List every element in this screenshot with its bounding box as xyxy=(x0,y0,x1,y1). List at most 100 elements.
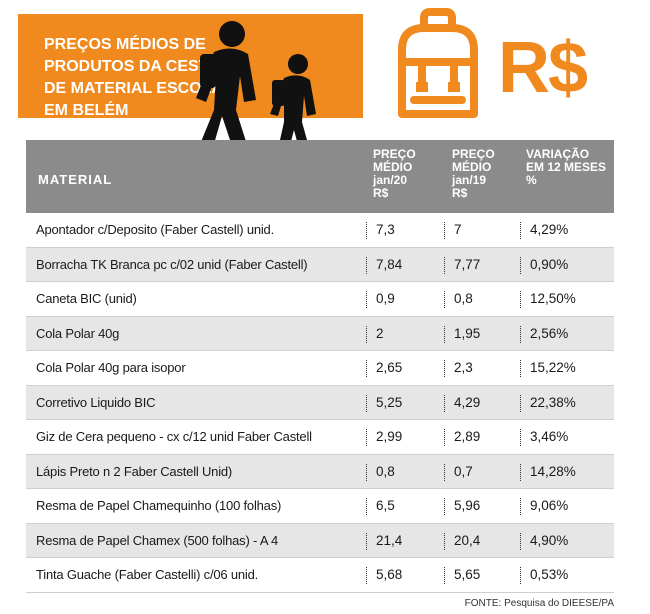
cell-material: Cola Polar 40g xyxy=(36,325,120,341)
cell-price-jan20: 21,4 xyxy=(376,532,403,548)
column-divider xyxy=(520,394,521,412)
cell-price-jan20: 5,25 xyxy=(376,394,403,410)
cell-material: Resma de Papel Chamequinho (100 folhas) xyxy=(36,498,282,513)
cell-material: Corretivo Liquido BIC xyxy=(36,394,156,410)
cell-price-jan19: 20,4 xyxy=(454,532,481,548)
cell-material: Tinta Guache (Faber Castelli) c/06 unid. xyxy=(36,567,259,582)
table-row: Caneta BIC (unid) 0,9 0,8 12,50% xyxy=(26,282,614,317)
cell-material: Caneta BIC (unid) xyxy=(36,291,137,306)
header-variation-line: % xyxy=(526,173,537,187)
table-body: Apontador c/Deposito (Faber Castell) uni… xyxy=(26,213,614,593)
backpack-icon xyxy=(398,8,478,118)
column-divider xyxy=(520,325,521,343)
header-price-jan20-line: PREÇO xyxy=(373,147,416,161)
header-price-jan19: PREÇO MÉDIO jan/19 R$ xyxy=(452,148,495,200)
header-price-jan20-line: MÉDIO xyxy=(373,160,413,174)
column-divider xyxy=(366,429,367,446)
cell-variation: 22,38% xyxy=(530,394,576,410)
cell-price-jan20: 6,5 xyxy=(376,498,395,513)
column-divider xyxy=(444,394,445,412)
cell-price-jan20: 2,99 xyxy=(376,429,403,444)
column-divider xyxy=(366,360,367,377)
column-divider xyxy=(444,532,445,550)
cell-price-jan19: 2,3 xyxy=(454,360,473,375)
table-row: Tinta Guache (Faber Castelli) c/06 unid.… xyxy=(26,558,614,593)
header-variation: VARIAÇÃO EM 12 MESES % xyxy=(526,148,606,187)
table-header: MATERIAL PREÇO MÉDIO jan/20 R$ PREÇO MÉD… xyxy=(26,140,614,213)
header-material: MATERIAL xyxy=(38,172,113,187)
cell-variation: 15,22% xyxy=(530,360,576,375)
header-variation-line: VARIAÇÃO xyxy=(526,147,590,161)
cell-variation: 2,56% xyxy=(530,325,569,341)
cell-price-jan20: 5,68 xyxy=(376,567,403,582)
cell-price-jan19: 7 xyxy=(454,222,462,237)
column-divider xyxy=(444,360,445,377)
column-divider xyxy=(366,291,367,308)
table-row: Apontador c/Deposito (Faber Castell) uni… xyxy=(26,213,614,248)
column-divider xyxy=(520,567,521,584)
cell-material: Borracha TK Branca pc c/02 unid (Faber C… xyxy=(36,256,308,272)
column-divider xyxy=(366,256,367,274)
table-row: Corretivo Liquido BIC 5,25 4,29 22,38% xyxy=(26,385,614,420)
header-price-jan19-line: MÉDIO xyxy=(452,160,492,174)
cell-price-jan19: 0,8 xyxy=(454,291,473,306)
cell-variation: 4,90% xyxy=(530,532,569,548)
cell-material: Giz de Cera pequeno - cx c/12 unid Faber… xyxy=(36,429,312,444)
table-row: Cola Polar 40g 2 1,95 2,56% xyxy=(26,316,614,351)
column-divider xyxy=(444,429,445,446)
cell-variation: 0,53% xyxy=(530,567,569,582)
column-divider xyxy=(444,222,445,239)
cell-material: Resma de Papel Chamex (500 folhas) - A 4 xyxy=(36,532,279,548)
header-price-jan20-line: jan/20 xyxy=(373,173,408,187)
column-divider xyxy=(444,498,445,515)
column-divider xyxy=(520,532,521,550)
column-divider xyxy=(366,532,367,550)
chart-title: PREÇOS MÉDIOS DE PRODUTOS DA CESTA DE MA… xyxy=(44,36,235,119)
table-row: Borracha TK Branca pc c/02 unid (Faber C… xyxy=(26,247,614,282)
column-divider xyxy=(520,360,521,377)
column-divider xyxy=(520,463,521,481)
table-row: Lápis Preto n 2 Faber Castell Unid) 0,8 0,… xyxy=(26,454,614,489)
cell-material: Cola Polar 40g para isopor xyxy=(36,360,186,375)
column-divider xyxy=(366,463,367,481)
cell-variation: 9,06% xyxy=(530,498,569,513)
header-price-jan19-line: jan/19 xyxy=(452,173,487,187)
price-table: MATERIAL PREÇO MÉDIO jan/20 R$ PREÇO MÉD… xyxy=(26,140,614,593)
cell-variation: 4,29% xyxy=(530,222,569,237)
column-divider xyxy=(520,222,521,239)
cell-price-jan19: 5,65 xyxy=(454,567,481,582)
column-divider xyxy=(444,567,445,584)
header-price-jan19-line: PREÇO xyxy=(452,147,495,161)
source-note: FONTE: Pesquisa do DIEESE/PA xyxy=(464,598,614,609)
cell-variation: 14,28% xyxy=(530,463,576,479)
cell-price-jan20: 2 xyxy=(376,325,384,341)
column-divider xyxy=(444,325,445,343)
column-divider xyxy=(520,291,521,308)
cell-price-jan19: 1,95 xyxy=(454,325,481,341)
cell-material: Lápis Preto n 2 Faber Castell Unid) xyxy=(36,463,233,479)
column-divider xyxy=(366,567,367,584)
table-row: Resma de Papel Chamex (500 folhas) - A 4… xyxy=(26,523,614,558)
cell-price-jan19: 5,96 xyxy=(454,498,481,513)
cell-price-jan20: 7,84 xyxy=(376,256,403,272)
column-divider xyxy=(444,291,445,308)
header-price-jan19-line: R$ xyxy=(452,186,468,200)
currency-symbol: R$ xyxy=(498,28,588,108)
cell-variation: 12,50% xyxy=(530,291,576,306)
cell-price-jan19: 2,89 xyxy=(454,429,481,444)
cell-price-jan20: 0,9 xyxy=(376,291,395,306)
column-divider xyxy=(520,498,521,515)
cell-price-jan19: 7,77 xyxy=(454,256,481,272)
header-price-jan20-line: R$ xyxy=(373,186,389,200)
header-variation-line: EM 12 MESES xyxy=(526,160,607,174)
cell-price-jan20: 0,8 xyxy=(376,463,395,479)
table-row: Cola Polar 40g para isopor 2,65 2,3 15,22% xyxy=(26,351,614,386)
column-divider xyxy=(366,325,367,343)
column-divider xyxy=(366,394,367,412)
table-row: Giz de Cera pequeno - cx c/12 unid Faber… xyxy=(26,420,614,455)
cell-price-jan20: 2,65 xyxy=(376,360,403,375)
column-divider xyxy=(444,256,445,274)
cell-variation: 0,90% xyxy=(530,256,569,272)
header-price-jan20: PREÇO MÉDIO jan/20 R$ xyxy=(373,148,416,200)
column-divider xyxy=(520,256,521,274)
